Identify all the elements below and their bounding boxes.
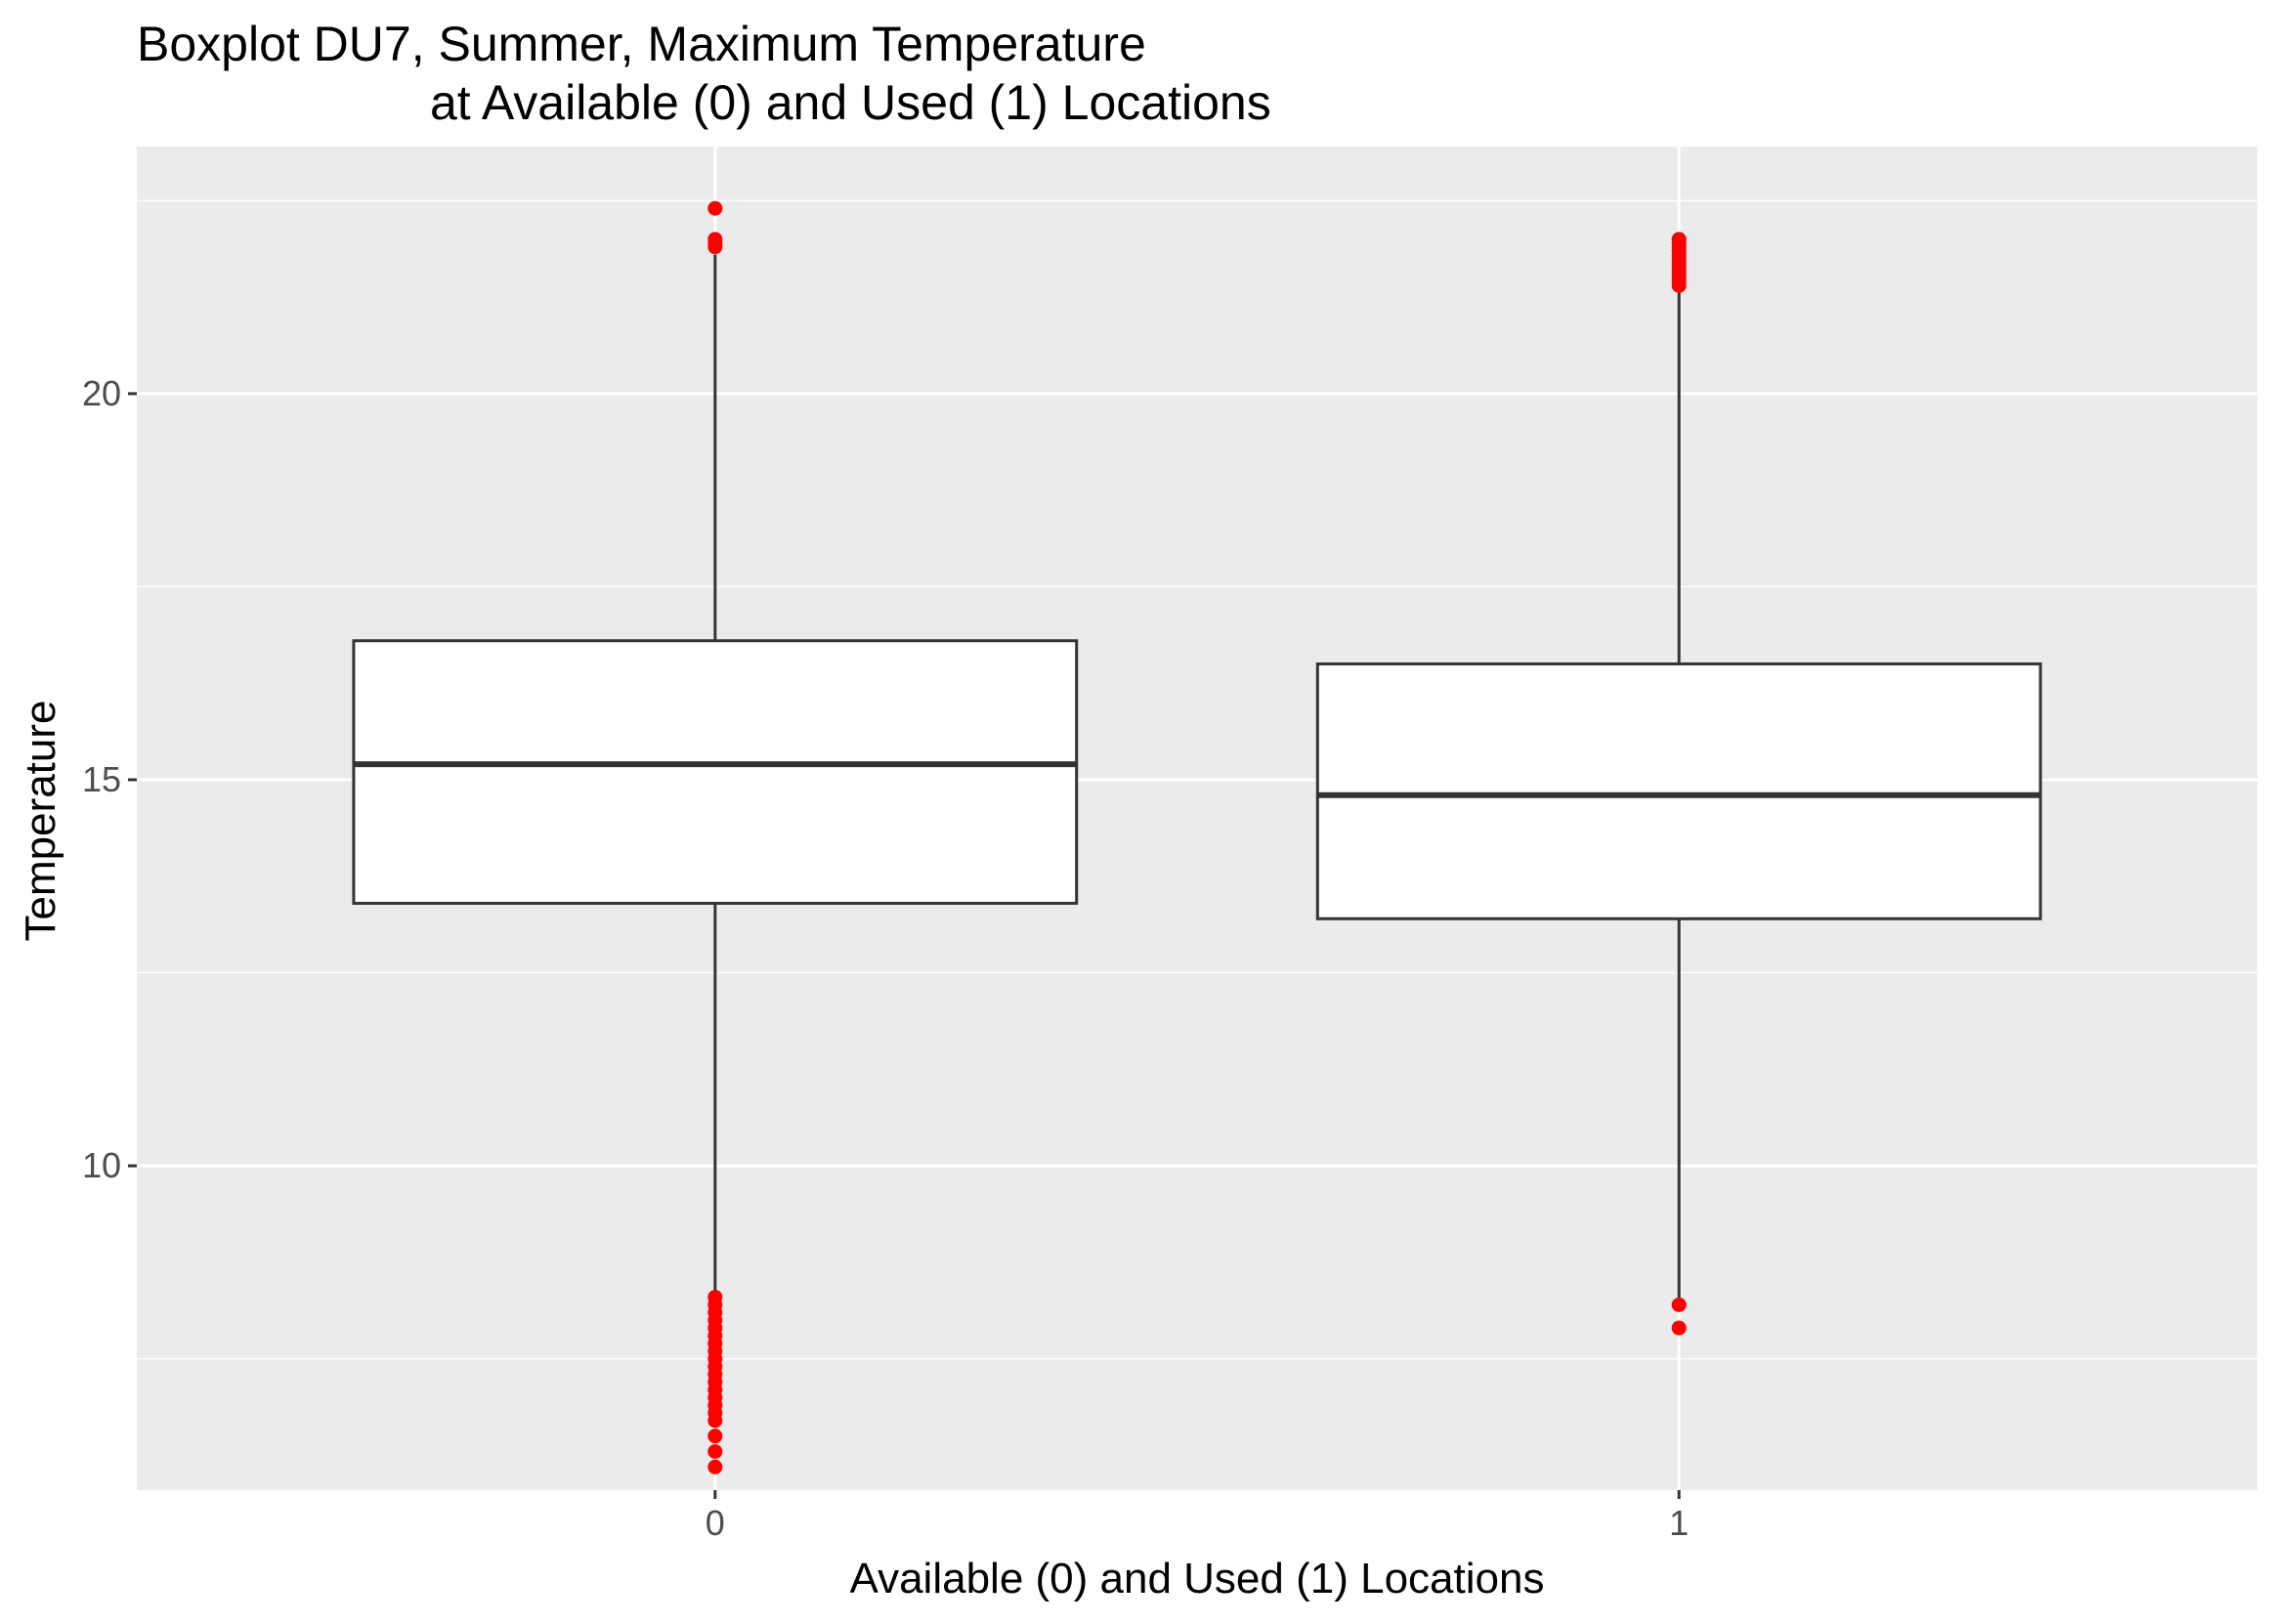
- outlier-point: [707, 1429, 723, 1444]
- y-tick-label: 15: [82, 759, 121, 799]
- outlier-point: [707, 200, 723, 216]
- outlier-point: [1671, 1320, 1687, 1336]
- outlier-point: [707, 239, 723, 255]
- iqr-box: [1315, 662, 2042, 920]
- iqr-box: [352, 639, 1079, 905]
- y-axis: 10 15 20: [82, 373, 137, 1185]
- outlier-point: [1671, 1297, 1687, 1312]
- chart-title-line1: Boxplot DU7, Summer, Maximum Temperature: [137, 17, 1146, 71]
- outlier-point: [707, 1443, 723, 1459]
- y-tick-label: 10: [82, 1145, 121, 1185]
- y-axis-title: Temperature: [17, 700, 64, 941]
- outlier-point: [1671, 278, 1687, 293]
- x-axis-title: Available (0) and Used (1) Locations: [850, 1555, 1545, 1603]
- outlier-point: [707, 1413, 723, 1429]
- chart-title-line2: at Available (0) and Used (1) Locations: [430, 75, 1271, 130]
- y-tick-label: 20: [82, 373, 121, 413]
- outlier-point: [707, 1459, 723, 1474]
- x-tick-label: 0: [706, 1503, 725, 1543]
- box-0: [352, 200, 1079, 1474]
- x-tick-label: 1: [1669, 1503, 1689, 1543]
- box-1: [1315, 232, 2042, 1336]
- box-series: [352, 200, 2042, 1474]
